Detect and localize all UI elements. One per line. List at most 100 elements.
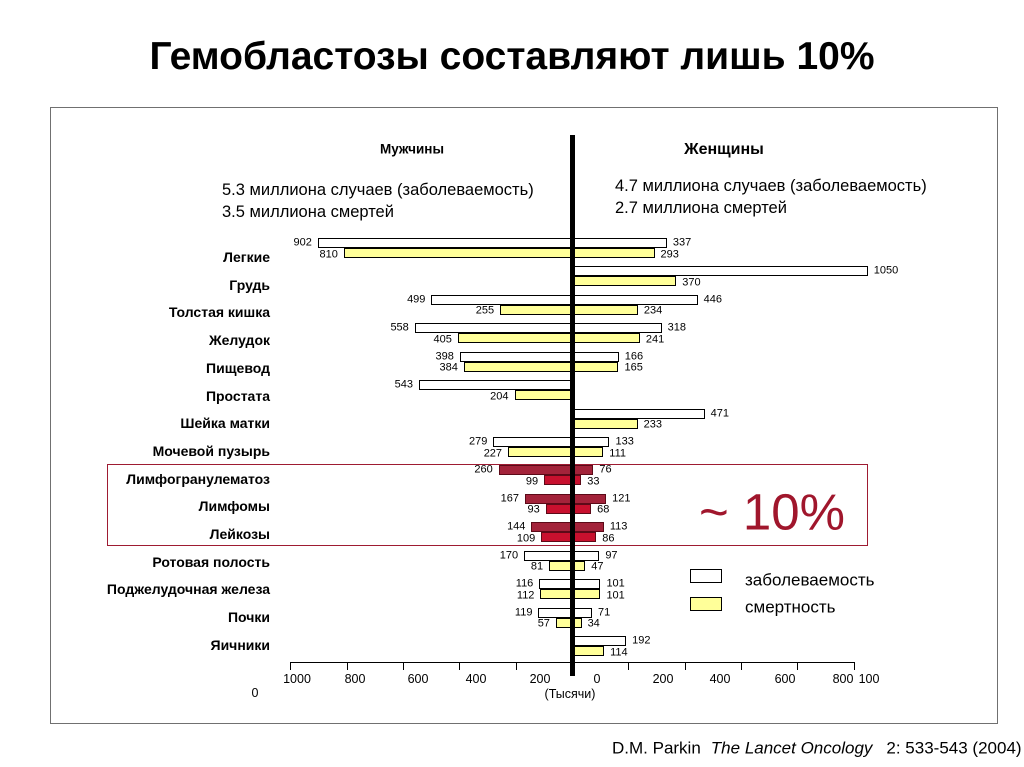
value-label-women-incidence: 192 [632, 634, 651, 647]
bar-women-incidence [572, 238, 667, 248]
value-label-men-incidence: 558 [390, 321, 409, 334]
chart-frame [50, 107, 998, 724]
category-label: Яичники [210, 636, 270, 653]
bar-men-mortality [508, 447, 572, 457]
value-label-women-incidence: 121 [612, 492, 631, 505]
value-label-women-mortality: 101 [606, 589, 625, 602]
women-header: Женщины [684, 141, 764, 158]
bar-women-incidence [572, 550, 600, 561]
value-label-men-incidence: 902 [293, 236, 312, 249]
value-label-women-incidence: 1050 [873, 264, 899, 277]
bar-women-incidence [572, 266, 868, 277]
category-label: Лимфогранулематоз [126, 470, 270, 487]
bar-men-incidence [419, 380, 572, 391]
value-label-women-mortality: 33 [587, 475, 600, 488]
bar-men-mortality [549, 560, 572, 571]
bar-men-mortality [463, 361, 572, 372]
category-label: Грудь [229, 276, 270, 293]
bar-women-incidence [572, 465, 594, 476]
bar-men-mortality [545, 503, 572, 514]
x-tick-label: 800 [832, 671, 854, 686]
value-label-men-mortality: 112 [516, 589, 535, 602]
value-label-women-incidence: 113 [609, 520, 628, 533]
category-label: Легкие [223, 249, 270, 265]
value-label-women-incidence: 71 [598, 606, 611, 619]
value-label-women-mortality: 114 [610, 646, 628, 659]
x-tick [684, 662, 686, 670]
bar-men-mortality [544, 475, 572, 486]
bar-women-mortality [572, 361, 619, 372]
value-label-women-mortality: 241 [645, 333, 665, 346]
legend-mortality-swatch [690, 597, 722, 611]
value-label-women-incidence: 101 [606, 577, 625, 590]
x-tick [797, 662, 799, 670]
x-tick-label: 400 [709, 671, 731, 686]
x-tick-label: 400 [465, 671, 487, 686]
value-label-women-mortality: 86 [602, 532, 615, 545]
category-label: Лимфомы [198, 498, 270, 515]
x-tick [628, 662, 630, 670]
value-label-women-incidence: 133 [615, 435, 634, 448]
source-author: D.M. Parkin [612, 738, 701, 758]
source-citation: D.M. Parkin The Lancet Oncology 2: 533-543… [612, 740, 1022, 757]
category-label: Лейкозы [209, 526, 270, 542]
value-label-women-mortality: 233 [643, 418, 662, 431]
bar-men-incidence [524, 493, 572, 504]
value-label-men-mortality: 93 [527, 503, 540, 516]
x-tick-label: 200 [652, 671, 674, 686]
value-label-men-mortality: 99 [525, 475, 539, 488]
value-label-women-mortality: 370 [682, 276, 701, 289]
value-label-men-mortality: 57 [537, 617, 550, 630]
x-tick-label-overflow: 0 [251, 685, 259, 700]
x-tick-label: 100 [858, 671, 880, 686]
bar-women-incidence [572, 493, 607, 504]
bar-women-incidence [572, 294, 698, 305]
value-label-men-incidence: 170 [499, 549, 519, 562]
x-tick [290, 662, 292, 670]
value-label-men-incidence: 543 [394, 378, 414, 391]
value-label-men-incidence: 499 [407, 293, 426, 306]
value-label-women-mortality: 165 [624, 361, 643, 374]
value-label-women-incidence: 76 [599, 463, 612, 476]
bar-men-mortality [540, 589, 572, 600]
hemoblastosis-highlight-box [107, 464, 868, 546]
bar-women-incidence [572, 522, 604, 533]
bar-men-mortality [500, 304, 572, 315]
value-label-men-incidence: 144 [507, 520, 526, 533]
value-label-men-mortality: 405 [433, 333, 452, 346]
category-label: Желудок [208, 332, 270, 349]
x-tick [741, 662, 743, 670]
value-label-women-incidence: 97 [605, 549, 618, 562]
bar-men-incidence [498, 465, 572, 476]
center-axis-line [570, 135, 575, 676]
value-label-women-mortality: 68 [597, 503, 610, 516]
bar-women-incidence [572, 323, 662, 334]
value-label-men-incidence: 119 [514, 606, 533, 619]
bar-women-mortality [572, 304, 638, 315]
source-journal: The Lancet Oncology [710, 738, 873, 758]
value-label-men-incidence: 398 [435, 350, 454, 363]
slide-title: Гемобластозы составляют лишь 10% [149, 35, 875, 78]
x-tick [853, 662, 855, 670]
bar-men-incidence [414, 323, 572, 334]
bar-men-incidence [539, 579, 572, 590]
legend-mortality-label: смертность [745, 597, 836, 617]
value-label-men-mortality: 384 [439, 361, 458, 374]
bar-men-incidence [317, 238, 572, 248]
value-label-men-incidence: 260 [474, 463, 493, 476]
value-label-men-mortality: 204 [490, 390, 509, 403]
women-deaths-total: 2.7 миллиона смертей [615, 198, 787, 217]
bar-women-mortality [572, 589, 601, 600]
men-cases-total: 5.3 миллиона случаев (заболеваемость) [222, 180, 534, 199]
x-tick [402, 662, 404, 670]
value-label-women-incidence: 166 [624, 350, 644, 363]
category-label: Ротовая полость [152, 553, 270, 570]
category-label: Мочевой пузырь [152, 442, 270, 459]
bar-women-incidence [572, 579, 601, 590]
bar-men-incidence [538, 607, 572, 618]
bar-men-incidence [531, 522, 572, 533]
bar-women-mortality [572, 532, 597, 543]
x-tick-label: 600 [774, 671, 796, 686]
x-axis-label: (Тысячи) [544, 686, 596, 701]
x-tick [459, 662, 461, 670]
